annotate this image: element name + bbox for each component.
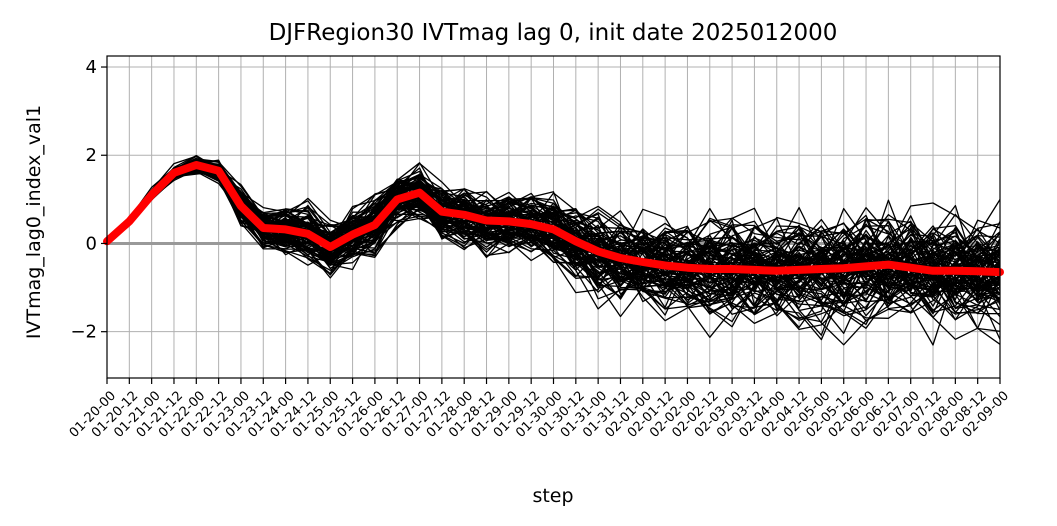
ensemble-member-line: [106, 165, 1001, 331]
y-tick-label: 0: [86, 233, 97, 254]
y-axis-label: IVTmag_lag0_index_val1: [23, 105, 45, 339]
ensemble-member-line: [106, 166, 1001, 321]
y-tick-label: 2: [86, 145, 97, 166]
x-axis-label: step: [532, 485, 573, 507]
y-axis-ticks: −2 0 2 4: [70, 57, 107, 343]
y-tick-label: −2: [70, 322, 97, 343]
y-tick-label: 4: [86, 57, 97, 78]
mean-line-group: [103, 161, 1004, 277]
ensemble-member-line: [106, 158, 1001, 310]
ensemble-mean-line: [103, 161, 1004, 277]
chart-title: DJFRegion30 IVTmag lag 0, init date 2025…: [269, 20, 838, 46]
ensemble-member-line: [106, 159, 1001, 296]
ensemble-member-line: [106, 158, 1001, 298]
